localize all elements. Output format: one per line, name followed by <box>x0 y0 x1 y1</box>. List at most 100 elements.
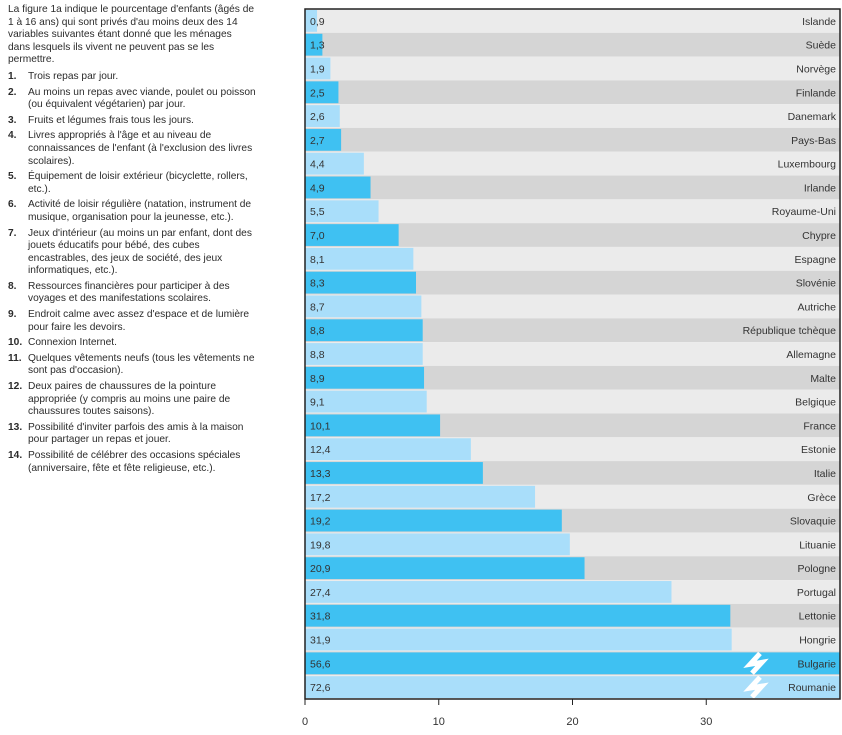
bar-value-label: 19,2 <box>310 516 331 528</box>
criterion-item: 6. Activité de loisir régulière (natation… <box>8 199 256 224</box>
criterion-item: 13. Possibilité d'inviter parfois des ami… <box>8 422 256 447</box>
criterion-number: 8. <box>8 280 17 292</box>
criterion-item: 11. Quelques vêtements neufs (tous les vê… <box>8 353 256 378</box>
bar-value-label: 8,8 <box>310 349 325 361</box>
row-background <box>305 294 840 319</box>
category-label: Bulgarie <box>797 658 836 670</box>
criterion-number: 14. <box>8 450 23 461</box>
row-background <box>305 246 840 271</box>
category-label: Lettonie <box>799 611 837 623</box>
bar-value-label: 19,8 <box>310 539 331 551</box>
bar-value-label: 13,3 <box>310 468 331 480</box>
bar-value-label: 0,9 <box>310 16 325 28</box>
row-background <box>305 175 840 200</box>
x-tick-label: 20 <box>566 716 578 728</box>
bar-value-label: 8,1 <box>310 254 325 266</box>
bar <box>305 295 422 318</box>
bar-value-label: 4,9 <box>310 182 325 194</box>
row-background <box>305 32 840 57</box>
row-background <box>305 318 840 343</box>
criterion-number: 1. <box>8 70 17 82</box>
criterion-item: 5. Équipement de loisir extérieur (bicycl… <box>8 171 256 196</box>
criterion-number: 13. <box>8 421 23 433</box>
criterion-text: Connexion Internet. <box>28 337 117 349</box>
bar <box>305 581 672 603</box>
criterion-number: 3. <box>8 114 17 126</box>
bar-value-label: 1,3 <box>310 40 325 52</box>
bar <box>305 652 840 675</box>
criterion-number: 9. <box>8 309 17 321</box>
x-tick-label: 30 <box>700 716 712 728</box>
category-label: Norvège <box>796 63 836 75</box>
bar <box>305 271 417 294</box>
criterion-number: 4. <box>8 130 17 142</box>
bar-value-label: 8,7 <box>310 301 325 313</box>
bar <box>305 81 339 104</box>
bar <box>305 33 323 56</box>
criterion-text: Activité de loisir régulière (natation, … <box>28 199 252 223</box>
criterion-text: Au moins un repas avec viande, poulet ou… <box>28 86 256 111</box>
category-label: Irlande <box>804 182 836 194</box>
bar-value-label: 8,9 <box>310 373 325 385</box>
category-label: Portugal <box>797 587 836 599</box>
criteria-panel: La figure 1a indique le pourcentage d'en… <box>8 4 256 478</box>
row-background <box>305 199 840 224</box>
category-label: Autriche <box>797 301 836 313</box>
criterion-text: Livres appropriés à l'âge et au niveau d… <box>28 130 253 167</box>
bar-value-label: 8,3 <box>310 278 325 290</box>
bar-value-label: 4,4 <box>310 159 325 171</box>
bar-value-label: 5,5 <box>310 206 325 218</box>
criterion-text: Jeux d'intérieur (au moins un par enfant… <box>28 227 252 277</box>
x-tick-label: 10 <box>433 716 445 728</box>
bar-value-label: 2,6 <box>310 111 325 123</box>
bar-value-label: 31,9 <box>310 635 331 647</box>
row-background <box>305 9 840 33</box>
criterion-item: 12. Deux paires de chaussures de la point… <box>8 381 256 419</box>
criterion-text: Possibilité d'inviter parfois des amis à… <box>28 421 244 446</box>
bar-value-label: 31,8 <box>310 611 331 623</box>
row-background <box>305 270 840 295</box>
criterion-text: Fruits et légumes frais tous les jours. <box>28 114 194 126</box>
bar <box>305 462 483 484</box>
category-label: Roumanie <box>788 682 836 694</box>
criterion-number: 2. <box>8 86 17 98</box>
criterion-item: 8. Ressources financières pour participer… <box>8 281 256 306</box>
bar <box>305 676 840 698</box>
category-label: Danemark <box>788 111 837 123</box>
criterion-number: 5. <box>8 171 17 183</box>
category-label: Estonie <box>801 444 836 456</box>
bar-value-label: 8,8 <box>310 325 325 337</box>
criterion-text: Quelques vêtements neufs (tous les vêtem… <box>28 352 255 377</box>
criteria-list: 1. Trois repas par jour. 2. Au moins un rep… <box>8 71 256 475</box>
bar-value-label: 12,4 <box>310 444 331 456</box>
category-label: Pays-Bas <box>791 135 836 147</box>
category-label: Pologne <box>797 563 836 575</box>
row-background <box>305 151 840 176</box>
bar <box>305 438 471 461</box>
category-label: Malte <box>810 373 836 385</box>
criterion-text: Ressources financières pour participer à… <box>28 280 230 305</box>
bar-value-label: 10,1 <box>310 420 331 432</box>
category-label: Finlande <box>796 87 836 99</box>
bar <box>305 628 732 651</box>
category-label: Grèce <box>807 492 836 504</box>
category-label: Chypre <box>802 230 836 242</box>
criterion-text: Possibilité de célébrer des occasions sp… <box>28 450 241 474</box>
bar <box>305 343 423 365</box>
criterion-item: 9. Endroit calme avec assez d'espace et d… <box>8 309 256 334</box>
category-label: Slovénie <box>796 278 836 290</box>
bar <box>305 57 331 80</box>
axis-break-marker <box>743 675 769 699</box>
bar <box>305 509 562 532</box>
row-background <box>305 389 840 414</box>
bar-value-label: 2,7 <box>310 135 325 147</box>
category-label: Luxembourg <box>778 159 837 171</box>
bar <box>305 557 585 580</box>
bar <box>305 224 399 246</box>
intro-text: La figure 1a indique le pourcentage d'en… <box>8 4 255 66</box>
criterion-number: 12. <box>8 381 23 393</box>
axis-break-marker <box>743 651 769 675</box>
row-background <box>305 80 840 105</box>
category-label: Hongrie <box>799 635 836 647</box>
